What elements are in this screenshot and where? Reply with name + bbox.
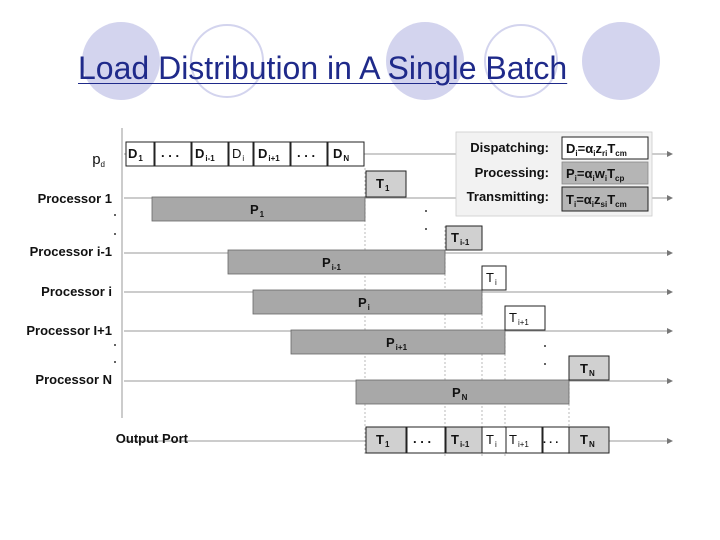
row-label-processor-n: Processor N — [35, 372, 112, 387]
output-label-n: TN — [580, 432, 595, 449]
decor-ring-1 — [190, 24, 264, 98]
processing-bars: P1 Pi-1 Pi Pi+1 PN — [151, 196, 570, 405]
dispatch-ellipsis-1: . . . — [161, 145, 179, 160]
legend-dispatching-formula-box — [561, 136, 649, 160]
transmit-box-i+1 — [504, 305, 546, 331]
process-bar-i+1 — [290, 329, 506, 355]
transmit-box-i-1 — [445, 225, 483, 251]
output-ellipsis-box-1 — [406, 426, 446, 454]
decor-circle-3 — [582, 22, 660, 100]
legend-processing-formula-box — [561, 161, 649, 185]
process-bar-n — [355, 379, 570, 405]
transmit-label-i+1: Ti+1 — [509, 310, 529, 327]
dispatch-label-n: DN — [333, 146, 349, 163]
dispatch-box-i — [228, 141, 254, 167]
process-label-i+1: Pi+1 — [386, 335, 408, 352]
process-bar-i-1 — [227, 249, 446, 275]
process-label-n: PN — [452, 385, 468, 402]
output-label-i: Ti — [486, 432, 497, 449]
row-label-processor-i-plus-1: Processor I+1 — [26, 323, 112, 338]
row-label-output-port: Output Port — [116, 431, 189, 446]
process-label-i: Pi — [358, 295, 370, 312]
output-ellipsis-1: . . . — [413, 431, 431, 446]
legend-transmitting-formula: Ti=αizsiTcm — [566, 192, 627, 209]
output-box-1 — [365, 426, 407, 454]
transmit-box-i — [481, 265, 507, 291]
legend-transmitting-label: Transmitting: — [467, 189, 549, 204]
legend-processing-label: Processing: — [475, 165, 549, 180]
dispatch-ellipsis-2: . . . — [297, 145, 315, 160]
output-box-i — [481, 426, 507, 454]
output-box-n — [568, 426, 610, 454]
row-label-pd: pd — [92, 151, 105, 169]
dispatch-box-1 — [125, 141, 155, 167]
legend-transmitting-formula-box — [561, 186, 649, 212]
transmit-label-i: Ti — [486, 270, 497, 287]
row-label-processor-1: Processor 1 — [38, 191, 112, 206]
process-bar-i — [252, 289, 483, 315]
dispatch-row: D1 . . . Di-1 Di Di+1 . . . DN — [125, 141, 365, 167]
transmit-box-n — [568, 355, 610, 381]
dispatch-ellipsis-box-1 — [154, 141, 192, 167]
dispatch-box-i+1 — [253, 141, 291, 167]
dispatch-box-n — [327, 141, 365, 167]
transmit-label-1: T1 — [376, 176, 390, 193]
output-ellipsis-2: . . . — [543, 434, 558, 446]
dispatch-label-1: D1 — [128, 146, 143, 163]
legend-dispatching-formula: Di=αizriTcm — [566, 141, 627, 158]
decor-circle-2 — [386, 22, 464, 100]
output-ellipsis-box-2 — [542, 426, 570, 454]
dispatch-label-i-1: Di-1 — [195, 146, 215, 163]
decor-ring-2 — [484, 24, 558, 98]
dispatch-ellipsis-box-2 — [290, 141, 328, 167]
transmit-label-n: TN — [580, 361, 595, 378]
process-label-i-1: Pi-1 — [322, 255, 342, 272]
transmit-boxes: T1 Ti-1 Ti Ti+1 TN — [365, 170, 610, 381]
output-box-i-1 — [445, 426, 483, 454]
output-label-i-1: Ti-1 — [451, 432, 470, 449]
output-port-row: T1 . . . Ti-1 Ti Ti+1 . . . TN — [365, 426, 610, 454]
legend-dispatching-label: Dispatching: — [470, 140, 549, 155]
dispatch-box-i-1 — [191, 141, 229, 167]
dispatch-label-i: Di — [232, 146, 244, 163]
output-box-i+1 — [505, 426, 543, 454]
output-label-1: T1 — [376, 432, 390, 449]
legend-processing-formula: Pi=αiwiTcp — [566, 166, 624, 183]
process-label-1: P1 — [250, 202, 265, 219]
legend: Dispatching: Processing: Transmitting: D… — [455, 131, 653, 217]
decor-circle-1 — [82, 22, 160, 100]
slide-title: Load Distribution in A Single Batch — [78, 50, 568, 86]
dispatch-label-i+1: Di+1 — [258, 146, 280, 163]
row-label-processor-i-minus-1: Processor i-1 — [30, 244, 112, 259]
process-bar-1 — [151, 196, 366, 222]
row-dots — [114, 210, 546, 365]
output-label-i+1: Ti+1 — [509, 432, 529, 449]
transmit-label-i-1: Ti-1 — [451, 230, 470, 247]
row-label-processor-i: Processor i — [41, 284, 112, 299]
transmit-box-1 — [365, 170, 407, 198]
